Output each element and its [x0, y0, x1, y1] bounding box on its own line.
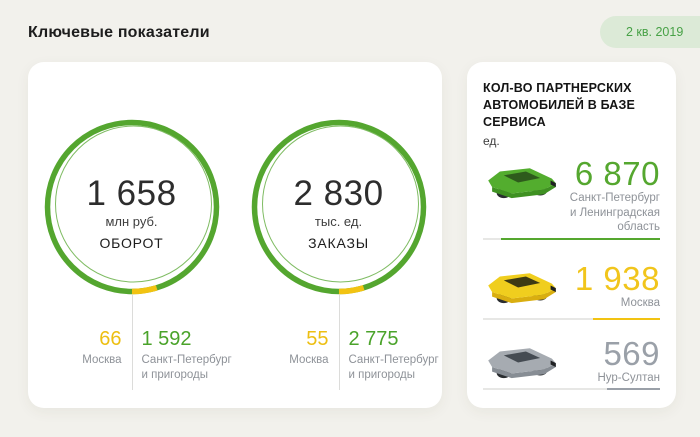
green-car-icon — [488, 168, 556, 199]
moscow-label: Москва — [82, 354, 122, 366]
fleet-title-line2: АВТОМОБИЛЕЙ В БАЗЕ СЕРВИСА — [483, 98, 636, 129]
fleet-title-line1: КОЛ-ВО ПАРТНЕРСКИХ — [483, 81, 632, 95]
moscow-value: 66 — [99, 328, 122, 350]
fleet-row-info: 569 Нур-Султан — [561, 337, 660, 386]
fleet-panel-unit: ед. — [483, 134, 500, 148]
orders-breakdown: 55 Москва 2 775 Санкт-Петербург и пригор… — [235, 328, 442, 382]
gray-car-icon — [488, 348, 556, 379]
fleet-region-moscow: Москва — [620, 296, 660, 309]
turnover-value: 1 658 — [86, 174, 177, 213]
turnover-breakdown: 66 Москва 1 592 Санкт-Петербург и пригор… — [28, 328, 235, 382]
breakdown-spb: 1 592 Санкт-Петербург и пригороды — [132, 328, 236, 382]
donut-center-text: 2 830 тыс. ед. ЗАКАЗЫ — [235, 175, 442, 251]
fleet-bar-moscow — [483, 318, 660, 320]
fleet-panel-title: КОЛ-ВО ПАРТНЕРСКИХ АВТОМОБИЛЕЙ В БАЗЕ СЕ… — [483, 80, 660, 131]
moscow-label: Москва — [289, 354, 329, 366]
donut-ring-chart — [44, 119, 219, 295]
fleet-row-info: 1 938 Москва — [561, 259, 660, 311]
spb-value: 1 592 — [141, 328, 192, 350]
turnover-unit: млн руб. — [105, 214, 158, 229]
orders-label: ЗАКАЗЫ — [308, 235, 369, 251]
donut-center-text: 1 658 млн руб. ОБОРОТ — [28, 175, 235, 251]
connector-line — [131, 295, 133, 390]
turnover-label: ОБОРОТ — [99, 235, 164, 251]
donut-orders: 2 830 тыс. ед. ЗАКАЗЫ 55 Москва 2 775 Са… — [235, 62, 442, 408]
fleet-bar-spb — [483, 237, 660, 240]
fleet-panel-card: КОЛ-ВО ПАРТНЕРСКИХ АВТОМОБИЛЕЙ В БАЗЕ СЕ… — [467, 62, 676, 408]
page-title: Ключевые показатели — [28, 24, 210, 41]
orders-unit: тыс. ед. — [314, 214, 363, 229]
key-metrics-card: 1 658 млн руб. ОБОРОТ 66 Москва 1 592 Са… — [28, 62, 442, 408]
connector-line — [338, 295, 340, 390]
donut-turnover: 1 658 млн руб. ОБОРОТ 66 Москва 1 592 Са… — [28, 62, 235, 408]
period-badge: 2 кв. 2019 — [600, 16, 700, 48]
moscow-value: 55 — [306, 328, 329, 350]
breakdown-moscow: 66 Москва — [28, 328, 132, 382]
fleet-row-info: 6 870 Санкт-Петербург и Ленинградская об… — [561, 157, 660, 235]
fleet-row-moscow: 1 938 Москва — [483, 259, 660, 311]
fleet-count-spb: 6 870 — [574, 155, 660, 192]
spb-value: 2 775 — [348, 328, 399, 350]
breakdown-moscow: 55 Москва — [235, 328, 339, 382]
donut-ring-chart — [251, 119, 426, 295]
orders-value: 2 830 — [293, 174, 384, 213]
fleet-region-nursultan: Нур-Султан — [597, 372, 660, 384]
period-badge-label: 2 кв. 2019 — [626, 25, 684, 39]
yellow-car-icon — [488, 272, 556, 303]
fleet-count-nursultan: 569 — [603, 335, 660, 372]
spb-label: Санкт-Петербург и пригороды — [348, 354, 439, 381]
fleet-count-moscow: 1 938 — [574, 259, 660, 297]
fleet-row-spb: 6 870 Санкт-Петербург и Ленинградская об… — [483, 157, 660, 235]
fleet-bar-nursultan — [483, 387, 660, 390]
fleet-row-nursultan: 569 Нур-Султан — [483, 337, 660, 386]
fleet-region-spb: Санкт-Петербург и Ленинградская область — [569, 192, 660, 233]
breakdown-spb: 2 775 Санкт-Петербург и пригороды — [339, 328, 443, 382]
spb-label: Санкт-Петербург и пригороды — [141, 354, 232, 381]
